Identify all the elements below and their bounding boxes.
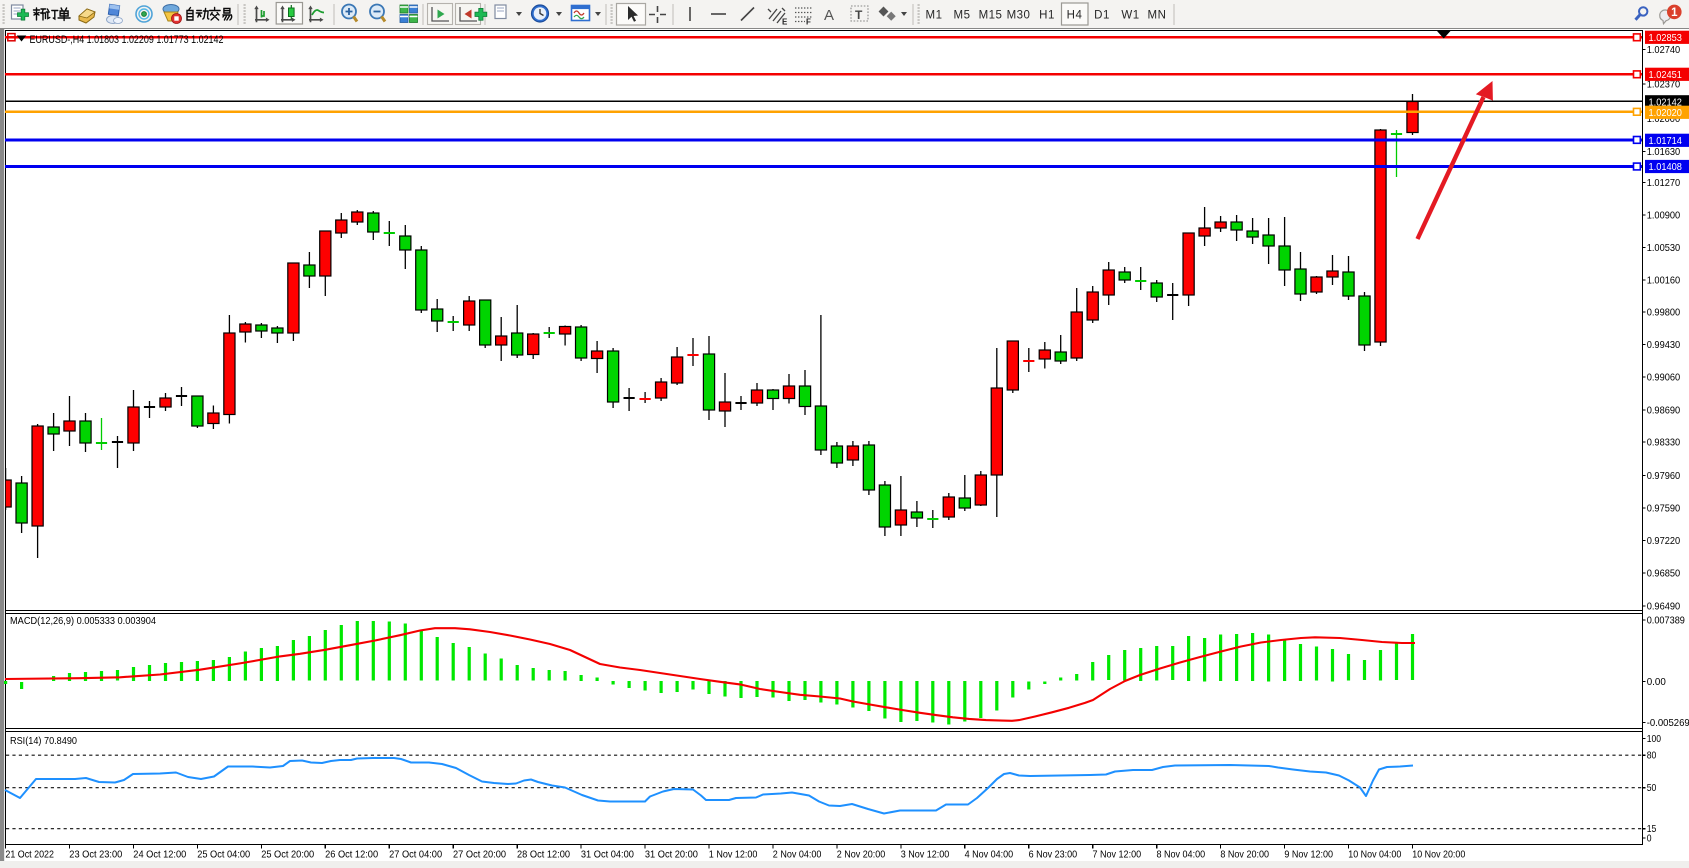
svg-text:28 Oct 12:00: 28 Oct 12:00 [517,849,570,861]
svg-text:6 Nov 23:00: 6 Nov 23:00 [1029,849,1078,861]
svg-text:MACD(12,26,9) 0.005333 0.00390: MACD(12,26,9) 0.005333 0.003904 [10,615,156,627]
svg-text:0.97590: 0.97590 [1647,503,1681,515]
svg-text:27 Oct 20:00: 27 Oct 20:00 [453,849,506,861]
svg-text:0.99800: 0.99800 [1647,307,1681,319]
svg-text:F: F [806,18,811,27]
svg-text:1: 1 [1671,7,1678,19]
svg-text:M30: M30 [1007,10,1031,22]
svg-text:1.00530: 1.00530 [1647,242,1681,254]
svg-text:2 Nov 04:00: 2 Nov 04:00 [773,849,822,861]
svg-text:1.02142: 1.02142 [1649,96,1683,108]
svg-text:1.01714: 1.01714 [1649,135,1683,147]
svg-text:0.98330: 0.98330 [1647,437,1681,449]
svg-text:T: T [855,8,863,22]
svg-text:100: 100 [1647,733,1661,745]
svg-text:1.02370: 1.02370 [1647,79,1681,91]
svg-text:MN: MN [1148,10,1167,22]
svg-text:1.00160: 1.00160 [1647,275,1681,287]
svg-text:80: 80 [1647,750,1657,762]
svg-text:27 Oct 04:00: 27 Oct 04:00 [389,849,442,861]
svg-text:0.007389: 0.007389 [1647,615,1685,627]
svg-text:4 Nov 04:00: 4 Nov 04:00 [965,849,1014,861]
svg-text:2 Nov 20:00: 2 Nov 20:00 [837,849,886,861]
svg-text:M1: M1 [926,10,943,22]
svg-text:1.02020: 1.02020 [1649,107,1683,119]
svg-text:1.02451: 1.02451 [1649,69,1683,81]
svg-text:24 Oct 12:00: 24 Oct 12:00 [133,849,186,861]
svg-text:31 Oct 04:00: 31 Oct 04:00 [581,849,634,861]
svg-text:0.96850: 0.96850 [1647,568,1681,580]
svg-text:31 Oct 20:00: 31 Oct 20:00 [645,849,698,861]
svg-text:A: A [824,7,834,24]
svg-text:21 Oct 2022: 21 Oct 2022 [5,849,54,861]
svg-text:-0.005269: -0.005269 [1647,717,1689,729]
svg-text:0: 0 [1647,832,1652,844]
svg-text:M15: M15 [979,10,1003,22]
svg-text:25 Oct 04:00: 25 Oct 04:00 [197,849,250,861]
svg-text:1.02853: 1.02853 [1649,32,1683,44]
svg-text:H4: H4 [1067,10,1083,22]
svg-text:10 Nov 20:00: 10 Nov 20:00 [1412,849,1465,861]
svg-text:0.00: 0.00 [1647,676,1666,688]
svg-text:25 Oct 20:00: 25 Oct 20:00 [261,849,314,861]
svg-text:E: E [782,18,788,27]
svg-text:8 Nov 04:00: 8 Nov 04:00 [1157,849,1206,861]
svg-text:W1: W1 [1121,10,1139,22]
svg-text:D1: D1 [1094,10,1110,22]
svg-text:3 Nov 12:00: 3 Nov 12:00 [901,849,950,861]
svg-text:0.96490: 0.96490 [1647,601,1681,613]
svg-text:8 Nov 20:00: 8 Nov 20:00 [1220,849,1269,861]
svg-text:15: 15 [1647,823,1657,835]
svg-text:H1: H1 [1039,10,1055,22]
svg-text:23 Oct 23:00: 23 Oct 23:00 [69,849,122,861]
svg-text:7 Nov 12:00: 7 Nov 12:00 [1093,849,1142,861]
svg-text:0.99430: 0.99430 [1647,339,1681,351]
svg-text:RSI(14) 70.8490: RSI(14) 70.8490 [10,735,77,747]
svg-text:0.97960: 0.97960 [1647,470,1681,482]
svg-text:M5: M5 [954,10,971,22]
svg-text:26 Oct 12:00: 26 Oct 12:00 [325,849,378,861]
svg-text:0.97220: 0.97220 [1647,535,1681,547]
svg-text:1.01408: 1.01408 [1649,161,1683,173]
svg-text:1.01630: 1.01630 [1647,146,1681,158]
svg-text:1.01270: 1.01270 [1647,177,1681,189]
svg-text:9 Nov 12:00: 9 Nov 12:00 [1284,849,1333,861]
svg-text:1 Nov 12:00: 1 Nov 12:00 [709,849,758,861]
svg-text:0.98690: 0.98690 [1647,405,1681,417]
svg-text:EURUSD-,H4 1.01803 1.02209 1.: EURUSD-,H4 1.01803 1.02209 1.01773 1.021… [30,34,224,46]
svg-text:50: 50 [1647,782,1657,794]
svg-text:10 Nov 04:00: 10 Nov 04:00 [1348,849,1401,861]
svg-text:1.02740: 1.02740 [1647,44,1681,56]
svg-text:1.00900: 1.00900 [1647,210,1681,222]
svg-text:0.99060: 0.99060 [1647,372,1681,384]
